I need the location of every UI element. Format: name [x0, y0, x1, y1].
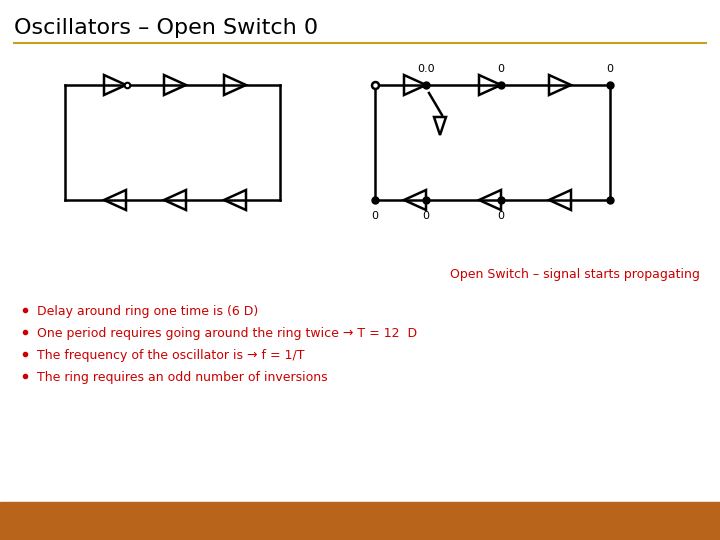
Text: Delay around ring one time is (6 D): Delay around ring one time is (6 D)	[37, 305, 258, 318]
Bar	[0, 502, 720, 540]
Text: The ring requires an odd number of inversions: The ring requires an odd number of inver…	[37, 371, 328, 384]
Text: Open Switch – signal starts propagating: Open Switch – signal starts propagating	[450, 268, 700, 281]
Text: One period requires going around the ring twice → T = 12  D: One period requires going around the rin…	[37, 327, 417, 340]
Text: 0.0: 0.0	[417, 64, 435, 74]
Text: The frequency of the oscillator is → f = 1/T: The frequency of the oscillator is → f =…	[37, 349, 305, 362]
Text: Oscillators – Open Switch 0: Oscillators – Open Switch 0	[14, 18, 318, 38]
Text: 0: 0	[423, 211, 430, 221]
Text: 0: 0	[372, 211, 379, 221]
Text: 0: 0	[606, 64, 613, 74]
Text: 0: 0	[498, 64, 505, 74]
Text: 0: 0	[498, 211, 505, 221]
